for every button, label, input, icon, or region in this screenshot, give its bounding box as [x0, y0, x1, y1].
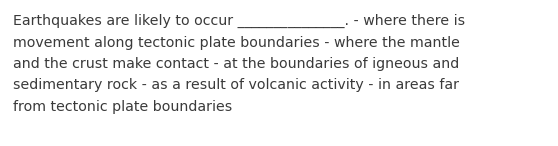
Text: from tectonic plate boundaries: from tectonic plate boundaries — [13, 100, 232, 114]
Text: movement along tectonic plate boundaries - where the mantle: movement along tectonic plate boundaries… — [13, 35, 460, 49]
Text: sedimentary rock - as a result of volcanic activity - in areas far: sedimentary rock - as a result of volcan… — [13, 79, 459, 93]
Text: and the crust make contact - at the boundaries of igneous and: and the crust make contact - at the boun… — [13, 57, 459, 71]
Text: Earthquakes are likely to occur _______________. - where there is: Earthquakes are likely to occur ________… — [13, 14, 465, 28]
